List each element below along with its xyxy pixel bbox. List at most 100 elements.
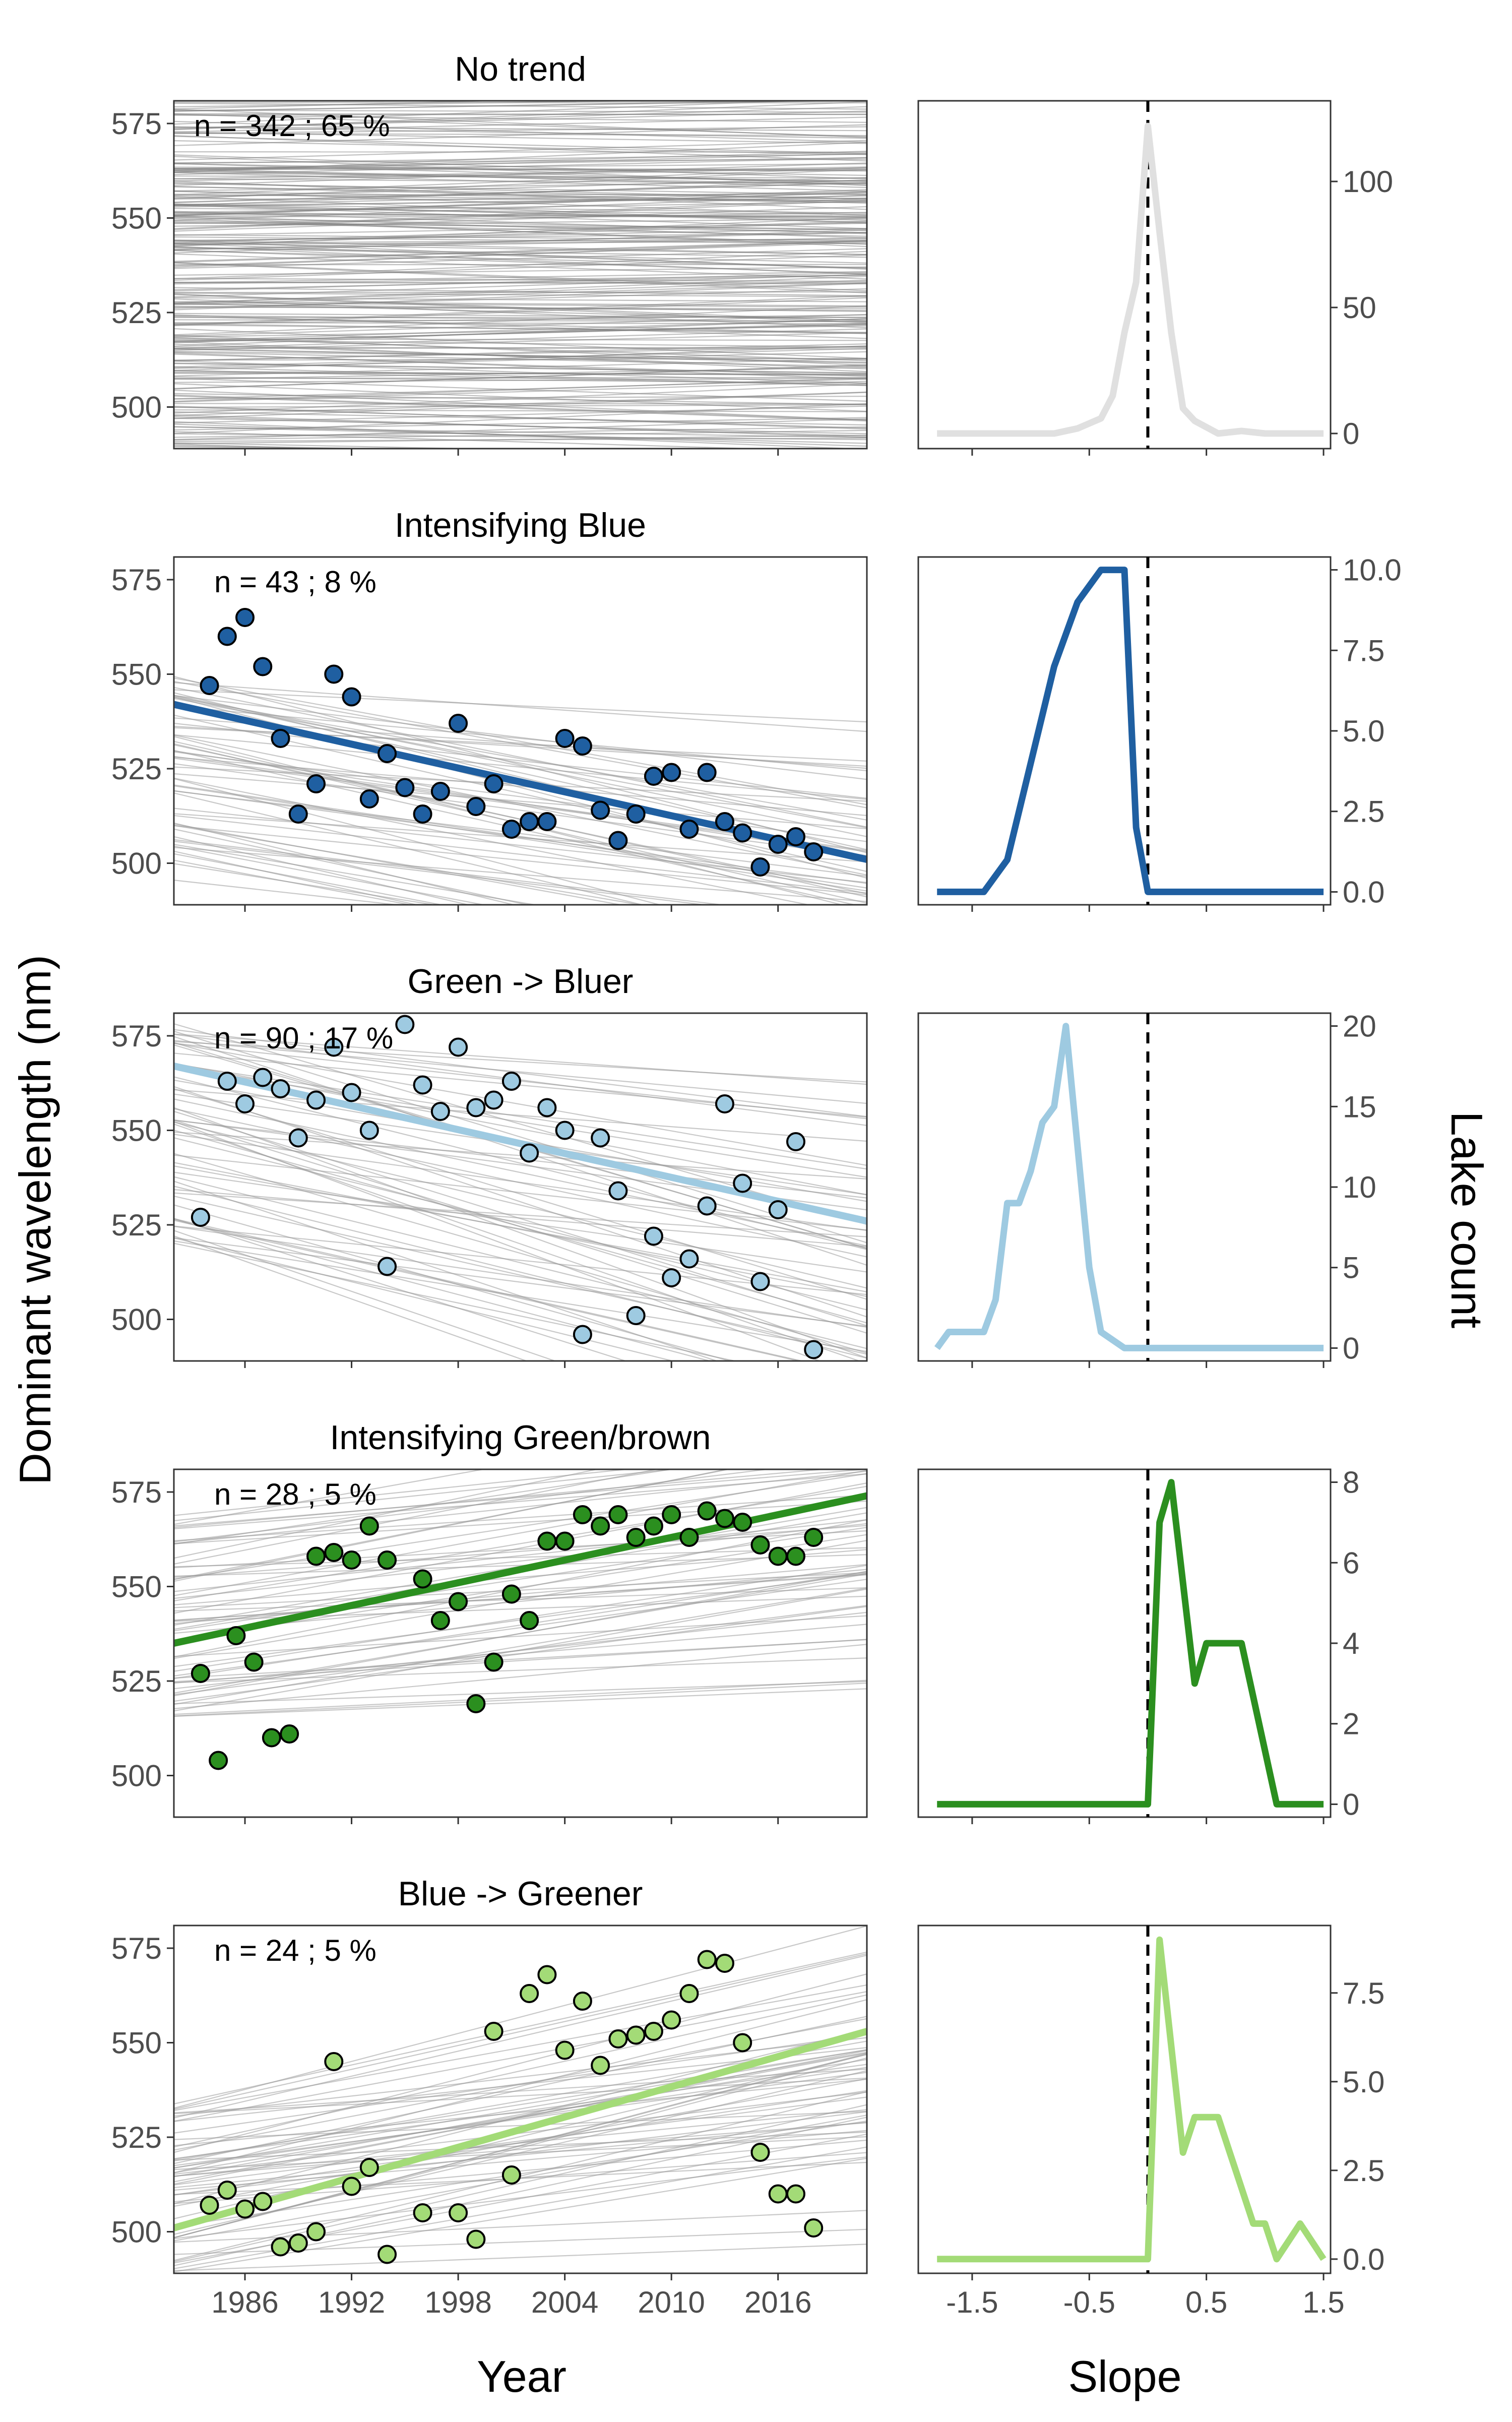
data-point: [609, 1183, 626, 1200]
data-point: [538, 813, 555, 830]
data-point: [663, 1506, 680, 1523]
data-point: [805, 2219, 822, 2237]
data-point: [272, 730, 289, 747]
data-point: [227, 1627, 244, 1644]
data-point: [219, 1073, 236, 1090]
data-point: [627, 2027, 645, 2044]
data-point: [645, 2023, 662, 2040]
y-tick-label: 575: [111, 1932, 162, 1965]
data-point: [751, 2144, 769, 2161]
data-point: [734, 2034, 751, 2052]
y-tick-label: 500: [111, 391, 162, 424]
x-tick-label: 1998: [424, 2285, 491, 2319]
data-point: [325, 1544, 342, 1561]
data-point: [645, 1228, 662, 1245]
data-point: [770, 1201, 787, 1218]
data-point: [521, 1985, 538, 2002]
data-point: [450, 1593, 467, 1610]
count-tick-label: 100: [1343, 165, 1393, 199]
count-tick-label: 7.5: [1343, 1976, 1384, 2010]
data-point: [680, 1985, 698, 2002]
y-tick-label: 500: [111, 847, 162, 881]
data-point: [574, 1326, 591, 1343]
count-tick-label: 0.0: [1343, 875, 1384, 909]
data-point: [663, 764, 680, 781]
count-tick-label: 8: [1343, 1466, 1359, 1500]
data-point: [219, 628, 236, 645]
data-point: [574, 1993, 591, 2010]
data-point: [751, 1536, 769, 1554]
count-tick-label: 5: [1343, 1251, 1359, 1285]
data-point: [379, 745, 396, 762]
data-point: [574, 737, 591, 755]
x-tick-label: 2004: [531, 2285, 598, 2319]
y-axis-left-label: Dominant wavelength (nm): [10, 955, 60, 1485]
count-tick-label: 0: [1343, 1331, 1359, 1365]
y-tick-label: 525: [111, 296, 162, 330]
data-point: [663, 1269, 680, 1286]
data-point: [290, 2234, 307, 2252]
data-point: [343, 689, 360, 706]
data-point: [680, 821, 698, 838]
data-point: [396, 1016, 413, 1033]
data-point: [627, 805, 645, 823]
data-point: [609, 1506, 626, 1523]
data-point: [699, 1503, 716, 1520]
data-point: [503, 1586, 520, 1603]
data-point: [485, 1654, 502, 1671]
data-point: [201, 677, 218, 694]
data-point: [432, 1103, 449, 1120]
data-point: [467, 1695, 484, 1712]
background-trend-line: [174, 403, 867, 404]
data-point: [361, 1518, 378, 1535]
data-point: [716, 1955, 733, 1972]
data-point: [538, 1966, 555, 1983]
data-point: [343, 1551, 360, 1569]
count-tick-label: 20: [1343, 1010, 1376, 1043]
data-point: [609, 832, 626, 849]
count-tick-label: 50: [1343, 291, 1376, 325]
y-tick-label: 500: [111, 2215, 162, 2249]
data-point: [734, 1514, 751, 1531]
y-tick-label: 575: [111, 107, 162, 141]
x-axis-year-label: Year: [477, 2351, 566, 2401]
y-tick-label: 525: [111, 1208, 162, 1242]
count-tick-label: 2.5: [1343, 2154, 1384, 2188]
count-tick-label: 15: [1343, 1090, 1376, 1124]
y-tick-label: 550: [111, 202, 162, 235]
count-tick-label: 0: [1343, 417, 1359, 451]
data-point: [770, 1548, 787, 1565]
data-point: [450, 1039, 467, 1056]
data-point: [734, 1175, 751, 1192]
count-tick-label: 5.0: [1343, 2065, 1384, 2099]
data-point: [379, 2246, 396, 2263]
y-tick-label: 500: [111, 1303, 162, 1337]
panel-title: Intensifying Green/brown: [330, 1418, 711, 1457]
count-tick-label: 2.5: [1343, 795, 1384, 829]
y-tick-label: 575: [111, 1475, 162, 1509]
data-point: [414, 1077, 431, 1094]
data-point: [263, 1729, 280, 1747]
data-point: [307, 2223, 325, 2241]
data-point: [467, 1099, 484, 1116]
slope-tick-label: 1.5: [1302, 2285, 1344, 2319]
data-point: [325, 2053, 342, 2070]
y-tick-label: 525: [111, 1664, 162, 1698]
data-point: [236, 1095, 254, 1112]
data-point: [467, 798, 484, 815]
data-point: [751, 858, 769, 876]
data-point: [254, 2193, 271, 2210]
data-point: [645, 768, 662, 785]
data-point: [485, 2023, 502, 2040]
data-point: [432, 1612, 449, 1629]
panel-annotation: n = 24 ; 5 %: [214, 1934, 376, 1967]
data-point: [307, 1092, 325, 1109]
y-tick-label: 575: [111, 563, 162, 597]
data-point: [645, 1518, 662, 1535]
count-tick-label: 2: [1343, 1707, 1359, 1741]
data-point: [805, 1529, 822, 1546]
data-point: [503, 2166, 520, 2184]
count-tick-label: 10.0: [1343, 553, 1402, 587]
data-point: [210, 1752, 227, 1769]
